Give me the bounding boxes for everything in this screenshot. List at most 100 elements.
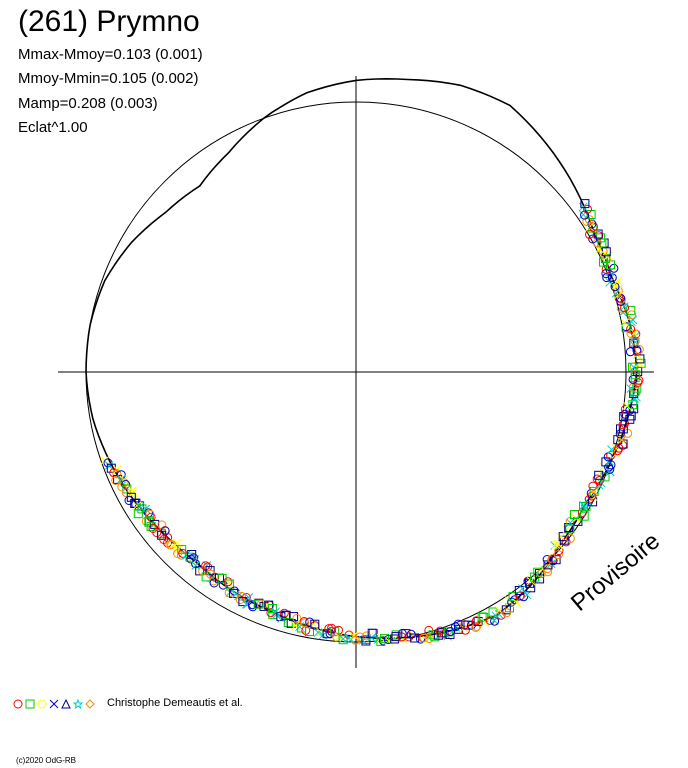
data-point (625, 405, 635, 415)
data-point (334, 625, 343, 635)
data-point (244, 593, 254, 602)
data-point (127, 490, 136, 499)
data-point (588, 497, 598, 507)
data-point (588, 481, 598, 491)
data-point (630, 386, 640, 396)
data-point (313, 628, 323, 637)
data-point (327, 623, 337, 633)
data-point (292, 613, 302, 623)
data-point (587, 219, 597, 229)
data-point (279, 608, 289, 618)
data-point (225, 579, 235, 589)
data-point (428, 630, 438, 640)
data-point (472, 621, 482, 631)
data-point (276, 612, 286, 622)
data-point (205, 566, 215, 576)
data-point (610, 282, 620, 292)
data-point (630, 332, 640, 341)
data-point (616, 303, 626, 313)
stats-block: Mmax-Mmoy=0.103 (0.001) Mmoy-Mmin=0.105 … (18, 43, 203, 140)
data-point (587, 491, 597, 501)
data-point (330, 627, 340, 637)
data-point (361, 636, 371, 646)
data-point (380, 633, 389, 643)
data-point (556, 532, 566, 542)
data-point (378, 636, 388, 646)
data-point (310, 619, 320, 629)
stat-mamp: Mamp=0.208 (0.003) (18, 94, 158, 112)
data-point (481, 618, 490, 627)
data-point (629, 362, 639, 372)
data-point (579, 501, 588, 510)
data-point (579, 501, 588, 511)
data-point (271, 607, 281, 617)
chart-title: (261) Prymno (18, 5, 200, 38)
data-point (350, 635, 360, 645)
legend-marker-square (25, 699, 35, 709)
legend-markers (13, 698, 95, 710)
data-point (551, 555, 561, 565)
data-point (508, 592, 518, 602)
legend-marker-star (72, 698, 84, 710)
data-point (117, 474, 126, 484)
data-point (533, 567, 543, 577)
data-point (126, 492, 136, 502)
data-point (626, 411, 636, 421)
data-point (629, 389, 639, 398)
data-point (404, 632, 414, 642)
stat-mmax-mmoy: Mmax-Mmoy=0.103 (0.001) (18, 46, 203, 63)
data-point (542, 555, 552, 564)
data-point (620, 318, 630, 328)
data-point (625, 414, 635, 424)
data-point (615, 429, 625, 439)
legend-text: Christophe Demeautis et al. (107, 697, 243, 709)
data-point (195, 566, 205, 576)
data-point (616, 294, 626, 304)
data-point (606, 460, 616, 470)
data-point (286, 619, 296, 628)
data-point (401, 629, 411, 639)
data-point (600, 472, 610, 482)
data-point (535, 574, 545, 584)
data-point (585, 222, 594, 232)
legend-marker-cross (49, 699, 59, 709)
data-point (618, 308, 628, 317)
data-point (601, 457, 611, 467)
data-point (237, 591, 246, 601)
data-point (146, 521, 156, 531)
data-point (584, 215, 594, 225)
data-point (238, 597, 248, 607)
data-point (605, 277, 615, 287)
data-point (629, 338, 639, 348)
data-point (619, 302, 629, 311)
data-point (453, 619, 463, 629)
stat-mmoy-mmin: Mmoy-Mmin=0.105 (0.002) (18, 70, 199, 88)
data-point (589, 486, 599, 496)
data-point (133, 509, 143, 519)
data-point (517, 584, 527, 593)
data-point (584, 494, 594, 504)
data-point (253, 599, 263, 609)
data-point (618, 424, 628, 434)
data-point (501, 605, 511, 615)
data-point (631, 329, 641, 339)
data-point (589, 487, 599, 496)
data-point (607, 273, 617, 283)
data-point (565, 518, 575, 528)
data-point (112, 469, 122, 479)
data-point (191, 561, 201, 570)
legend-marker-circle (13, 699, 23, 709)
data-point (594, 470, 604, 480)
data-point (625, 347, 635, 357)
data-point (580, 199, 590, 209)
data-point (618, 439, 628, 449)
data-point (471, 623, 481, 632)
data-point (496, 610, 506, 620)
data-point (626, 305, 636, 315)
data-point (362, 631, 372, 641)
data-point (569, 510, 579, 519)
copyright: (c)2020 OdG-RB (16, 756, 77, 765)
data-point (628, 374, 638, 384)
legend-marker-circle (37, 699, 47, 709)
